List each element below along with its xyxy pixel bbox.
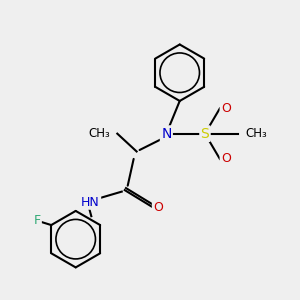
Text: CH₃: CH₃ [245, 127, 267, 140]
Text: F: F [34, 214, 40, 227]
Text: O: O [221, 102, 231, 115]
Text: CH₃: CH₃ [88, 127, 110, 140]
Text: S: S [201, 127, 209, 141]
Text: N: N [161, 127, 172, 141]
Text: O: O [153, 202, 163, 214]
Text: HN: HN [81, 196, 100, 208]
Text: O: O [221, 152, 231, 165]
